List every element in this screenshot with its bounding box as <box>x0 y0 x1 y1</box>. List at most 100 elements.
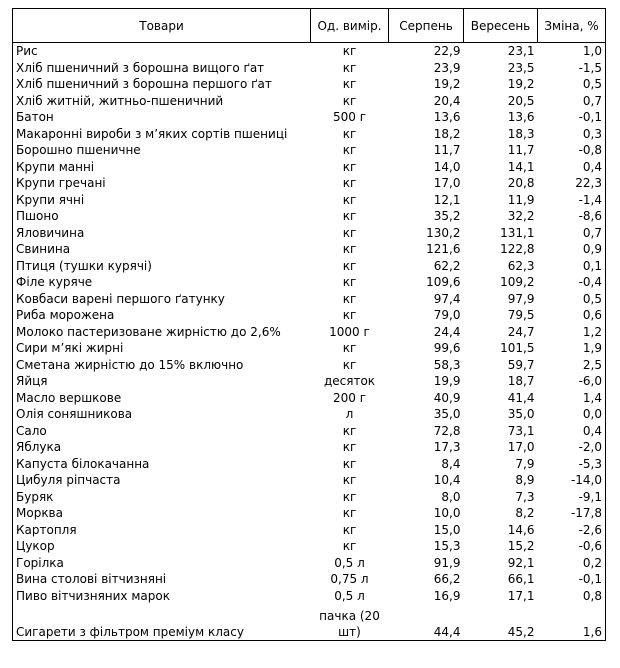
price-september: 32,2 <box>507 209 535 224</box>
table-row: Борошно пшеничне кг 11,7 11,7 -0,8 <box>12 142 606 159</box>
unit: л <box>345 407 354 422</box>
price-september: 19,2 <box>507 77 535 92</box>
unit: кг <box>342 159 357 174</box>
table-row: Яйця десяток 19,9 18,7 -6,0 <box>12 373 606 390</box>
price-september: 101,5 <box>500 341 535 356</box>
table-row: Рис кг 22,9 23,1 1,0 <box>12 42 606 60</box>
table-row: Сигарети з фільтром преміум класу пачка (… <box>12 604 606 641</box>
table-row: Хліб житній, житньо-пшеничний кг 20,4 20,5 0… <box>12 92 606 109</box>
product-name: Хліб пшеничний з борошна першого ґат <box>12 76 311 93</box>
price-august: 20,4 <box>433 93 461 108</box>
price-august: 8,4 <box>441 456 461 471</box>
change-percent: -8,6 <box>537 208 606 225</box>
table-row: Вина столові вітчизняні 0,75 л 66,2 66,1 -0,… <box>12 571 606 588</box>
price-august: 35,0 <box>433 407 461 422</box>
product-name: Риба морожена <box>12 307 311 324</box>
change-percent: 0,7 <box>537 92 606 109</box>
price-september: 7,9 <box>515 456 535 471</box>
unit: кг <box>342 258 357 273</box>
change-percent: -17,8 <box>537 505 606 522</box>
change-percent: 0,7 <box>537 224 606 241</box>
product-name: Філе куряче <box>12 274 311 291</box>
change-percent: 0,1 <box>537 257 606 274</box>
unit: кг <box>342 275 357 290</box>
change-percent: -0,8 <box>537 142 606 159</box>
unit: кг <box>342 473 357 488</box>
table-row: Сметана жирністю до 15% включно кг 58,3 59,… <box>12 356 606 373</box>
unit: 0,5 л <box>334 588 365 603</box>
change-percent: 0,3 <box>537 125 606 142</box>
unit: кг <box>342 506 357 521</box>
change-percent: 1,2 <box>537 323 606 340</box>
table-row: Ковбаси варені першого ґатунку кг 97,4 97,9… <box>12 290 606 307</box>
price-september: 97,9 <box>507 291 535 306</box>
price-september: 109,2 <box>500 275 535 290</box>
price-september: 11,7 <box>507 143 535 158</box>
table-row: Олія соняшникова л 35,0 35,0 0,0 <box>12 406 606 423</box>
product-name: Сигарети з фільтром преміум класу <box>12 604 311 641</box>
table-row: Макаронні вироби з м’яких сортів пшениці… <box>12 125 606 142</box>
price-august: 19,2 <box>433 77 461 92</box>
price-august: 15,0 <box>433 522 461 537</box>
price-august: 13,6 <box>433 110 461 125</box>
product-name: Сметана жирністю до 15% включно <box>12 356 311 373</box>
price-september: 24,7 <box>507 324 535 339</box>
table-row: Батон 500 г 13,6 13,6 -0,1 <box>12 109 606 126</box>
table-row: Сири м’які жирні кг 99,6 101,5 1,9 <box>12 340 606 357</box>
unit: кг <box>342 44 357 59</box>
unit: кг <box>342 60 357 75</box>
change-percent: -6,0 <box>537 373 606 390</box>
table-row: Цукор кг 15,3 15,2 -0,6 <box>12 538 606 555</box>
unit: кг <box>342 143 357 158</box>
price-august: 10,4 <box>433 473 461 488</box>
unit: кг <box>342 225 357 240</box>
unit: кг <box>342 423 357 438</box>
product-name: Картопля <box>12 521 311 538</box>
product-name: Макаронні вироби з м’яких сортів пшениці <box>12 125 311 142</box>
table-row: Масло вершкове 200 г 40,9 41,4 1,4 <box>12 389 606 406</box>
price-august: 40,9 <box>433 390 461 405</box>
table-row: Молоко пастеризоване жирністю до 2,6% 100… <box>12 323 606 340</box>
price-september: 23,5 <box>507 60 535 75</box>
table-row: Горілка 0,5 л 91,9 92,1 0,2 <box>12 554 606 571</box>
product-name: Горілка <box>12 554 311 571</box>
price-august: 121,6 <box>426 242 461 257</box>
change-percent: -5,3 <box>537 455 606 472</box>
change-percent: -2,0 <box>537 439 606 456</box>
table-row: Риба морожена кг 79,0 79,5 0,6 <box>12 307 606 324</box>
table-row: Пиво вітчизняних марок 0,5 л 16,9 17,1 0,8 <box>12 587 606 604</box>
price-september: 8,2 <box>515 506 535 521</box>
price-september: 59,7 <box>507 357 535 372</box>
price-august: 35,2 <box>433 209 461 224</box>
price-september: 14,6 <box>507 522 535 537</box>
product-name: Хліб житній, житньо-пшеничний <box>12 92 311 109</box>
table-row: Хліб пшеничний з борошна першого ґат кг 19… <box>12 76 606 93</box>
change-percent: 0,8 <box>537 587 606 604</box>
price-august: 23,9 <box>433 60 461 75</box>
price-august: 8,0 <box>441 489 461 504</box>
price-august: 99,6 <box>433 341 461 356</box>
price-september: 17,0 <box>507 440 535 455</box>
price-august: 14,0 <box>433 159 461 174</box>
unit: кг <box>342 192 357 207</box>
table-row: Пшоно кг 35,2 32,2 -8,6 <box>12 208 606 225</box>
price-september: 14,1 <box>507 159 535 174</box>
product-name: Буряк <box>12 488 311 505</box>
change-percent: 0,5 <box>537 290 606 307</box>
price-august: 15,3 <box>433 539 461 554</box>
price-august: 66,2 <box>433 572 461 587</box>
header-cell: Од. вимір. <box>310 8 389 43</box>
price-september: 41,4 <box>507 390 535 405</box>
product-name: Яйця <box>12 373 311 390</box>
change-percent: -1,5 <box>537 59 606 76</box>
price-september: 45,2 <box>463 604 538 641</box>
table-row: Цибуля ріпчаста кг 10,4 8,9 -14,0 <box>12 472 606 489</box>
product-name: Капуста білокачанна <box>12 455 311 472</box>
price-august: 58,3 <box>433 357 461 372</box>
price-table: Товари Од. вимір. Серпень Вересень Зміна, % … <box>12 8 606 641</box>
change-percent: 1,6 <box>537 604 606 641</box>
unit: кг <box>342 77 357 92</box>
change-percent: -2,6 <box>537 521 606 538</box>
unit: кг <box>342 357 357 372</box>
price-august: 17,3 <box>433 440 461 455</box>
